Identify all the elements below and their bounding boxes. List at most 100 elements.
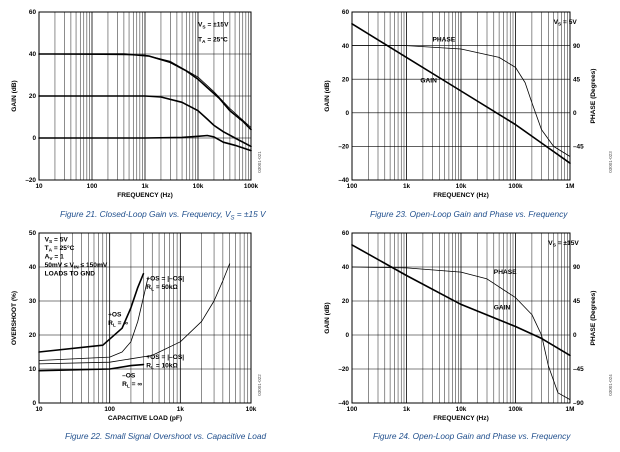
annotation: AV = 1 <box>45 254 64 263</box>
series-line <box>351 22 571 164</box>
y-tick-label: 40 <box>29 264 37 271</box>
figure-id: 03001-023 <box>608 151 613 173</box>
series-line <box>38 134 252 152</box>
y-tick-label: –20 <box>338 144 349 151</box>
y-tick-label: 60 <box>29 9 37 16</box>
plot-frame <box>351 11 571 181</box>
series-line <box>351 266 571 401</box>
chart-fig21: –20 0 20 40 60 10 100 1k 10k 100k FREQUENCY (Hz) GA… <box>11 9 262 199</box>
y-tick-label: 0 <box>345 332 349 339</box>
figure-id: 03001-021 <box>257 151 262 173</box>
y-tick-label: 60 <box>342 9 350 16</box>
right-y-tick-label: 90 <box>573 264 581 271</box>
y-tick-label: 20 <box>29 332 37 339</box>
x-tick-label: 1k <box>177 406 185 413</box>
annotation: GAIN <box>494 305 511 312</box>
annotation: RL = 10kΩ <box>146 362 178 371</box>
y-tick-label: 0 <box>32 400 36 407</box>
x-tick-label: 1M <box>566 183 575 190</box>
y-tick-label: 40 <box>342 264 350 271</box>
x-tick-label: 10 <box>35 406 43 413</box>
series-line <box>351 244 571 357</box>
y-tick-label: –40 <box>338 177 349 184</box>
x-tick-label: 10 <box>35 183 43 190</box>
y-tick-label: 50 <box>29 230 37 237</box>
series-line <box>38 53 252 131</box>
annotation: RL = ∞ <box>108 320 128 329</box>
annotation: TA = 25°C <box>198 35 228 45</box>
right-y-tick-label: –45 <box>573 144 584 151</box>
annotation: GAIN <box>420 78 437 85</box>
x-tick-label: 1k <box>403 183 411 190</box>
x-tick-label: 100 <box>104 406 115 413</box>
x-axis-label: FREQUENCY (Hz) <box>433 192 489 199</box>
right-y-axis-label: PHASE (Degrees) <box>590 69 597 124</box>
y-tick-label: 40 <box>342 43 350 50</box>
annotation: 50mV ≤ VIN ≤ 150mV <box>45 262 108 271</box>
x-axis-label: FREQUENCY (Hz) <box>433 415 489 422</box>
y-tick-label: 0 <box>32 135 36 142</box>
y-tick-label: 10 <box>29 366 37 373</box>
series-line <box>38 272 145 353</box>
figure-id: 03001-022 <box>257 374 262 396</box>
y-tick-label: –40 <box>338 400 349 407</box>
y-tick-label: 40 <box>29 51 37 58</box>
right-y-axis-label: PHASE (Degrees) <box>590 291 597 346</box>
annotation: +OS = |–OS| <box>146 276 184 283</box>
y-tick-label: 20 <box>342 298 350 305</box>
y-axis-label: GAIN (dB) <box>324 80 331 112</box>
y-tick-label: 0 <box>345 110 349 117</box>
figure-id: 03001-024 <box>608 374 613 396</box>
right-y-tick-label: 90 <box>573 43 581 50</box>
y-tick-label: –20 <box>25 177 36 184</box>
series-line <box>38 363 145 372</box>
caption-fig24: Figure 24. Open-Loop Gain and Phase vs. … <box>373 431 571 441</box>
x-tick-label: 10k <box>456 406 467 413</box>
annotation: –OS <box>122 373 136 380</box>
y-tick-label: 60 <box>342 230 350 237</box>
x-tick-label: 10k <box>193 183 204 190</box>
y-axis-label: GAIN (dB) <box>324 302 331 334</box>
x-tick-label: 1k <box>141 183 149 190</box>
x-tick-label: 100 <box>347 406 358 413</box>
x-axis-label: FREQUENCY (Hz) <box>117 192 173 199</box>
series-line <box>38 53 252 128</box>
y-tick-label: 20 <box>342 76 350 83</box>
series-line <box>38 263 231 365</box>
x-tick-label: 100 <box>87 183 98 190</box>
y-tick-label: 20 <box>29 93 37 100</box>
x-tick-label: 100k <box>508 183 523 190</box>
right-y-tick-label: –45 <box>573 366 584 373</box>
y-axis-label: GAIN (dB) <box>11 80 18 112</box>
x-tick-label: 100k <box>508 406 523 413</box>
caption-fig22: Figure 22. Small Signal Overshoot vs. Ca… <box>65 431 267 441</box>
x-tick-label: 100k <box>244 183 259 190</box>
caption-fig21: Figure 21. Closed-Loop Gain vs. Frequenc… <box>60 209 266 222</box>
annotation: +OS = |–OS| <box>146 354 184 361</box>
y-tick-label: –20 <box>338 366 349 373</box>
chart-fig24: –40 –20 0 20 40 60 –90 –45 0 45 90 100 1k 10k 100k 1M FR… <box>324 230 613 422</box>
annotation: VS = ±15V <box>548 240 579 249</box>
right-y-tick-label: 0 <box>573 332 577 339</box>
y-tick-label: 30 <box>29 298 37 305</box>
annotation: LOADS TO GND <box>45 271 96 278</box>
chart-fig23: –40 –20 0 20 40 60 –45 0 45 90 100 1k 10k 100k 1M FREQU… <box>324 9 613 199</box>
plot-frame <box>351 232 571 404</box>
right-y-tick-label: 0 <box>573 110 577 117</box>
annotation: VS = 5V <box>554 19 578 28</box>
x-tick-label: 10k <box>456 183 467 190</box>
x-tick-label: 1k <box>403 406 411 413</box>
annotation: RL = 50kΩ <box>146 284 178 293</box>
annotation: VS = ±15V <box>198 22 229 31</box>
plot-frame <box>38 232 252 404</box>
x-tick-label: 10k <box>246 406 257 413</box>
right-y-tick-label: 45 <box>573 76 581 83</box>
annotation: TA = 25°C <box>45 244 75 254</box>
annotation: RL = ∞ <box>122 381 142 390</box>
right-y-tick-label: 45 <box>573 298 581 305</box>
x-tick-label: 1M <box>566 406 575 413</box>
x-tick-label: 100 <box>347 183 358 190</box>
